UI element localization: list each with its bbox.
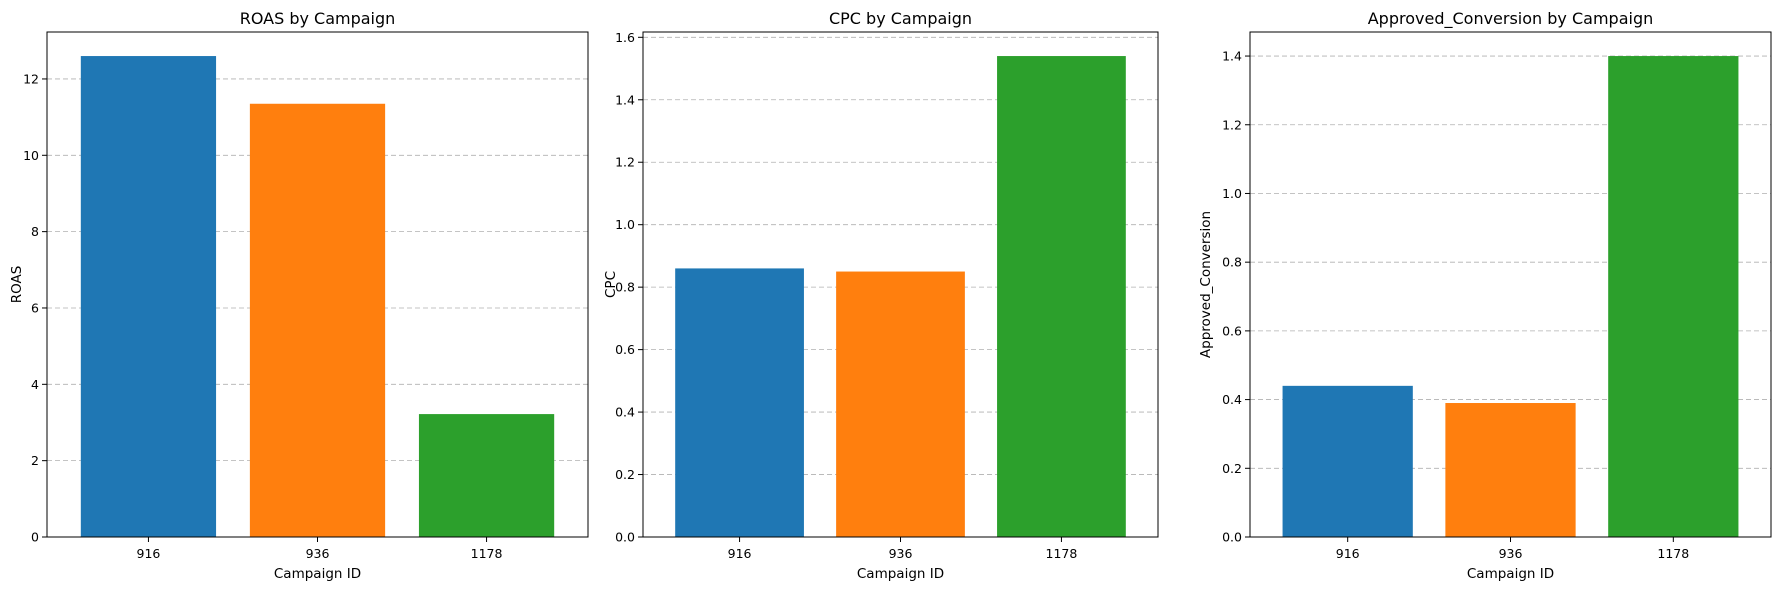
y-tick-label: 0 — [31, 530, 39, 545]
y-tick-label: 6 — [31, 300, 39, 315]
bar — [1445, 403, 1576, 537]
y-tick-label: 0.0 — [615, 530, 635, 545]
x-axis-label: Campaign ID — [274, 566, 361, 582]
y-axis-label: ROAS — [9, 266, 25, 304]
y-tick-label: 0.4 — [615, 405, 635, 420]
x-tick-label: 936 — [306, 546, 330, 561]
y-tick-label: 1.0 — [1222, 186, 1242, 201]
y-axis-label: Approved_Conversion — [1198, 211, 1214, 358]
bar — [418, 414, 555, 537]
bar — [249, 103, 386, 538]
chart-title: CPC by Campaign — [829, 9, 972, 28]
x-axis-label: Campaign ID — [857, 566, 944, 582]
y-tick-label: 8 — [31, 224, 39, 239]
chart-panel: 0.0 0.2 0.4 0.6 0.8 1.0 1.2 1.4 1.6 916 936 1178 CPC… — [603, 9, 1159, 582]
x-tick-label: 936 — [889, 546, 913, 561]
chart-panel: 0.0 0.2 0.4 0.6 0.8 1.0 1.2 1.4 916 936 1178 Approv… — [1198, 9, 1772, 582]
y-tick-label: 1.4 — [615, 92, 635, 107]
x-tick-label: 936 — [1499, 546, 1523, 561]
y-tick-label: 0.6 — [1222, 323, 1242, 338]
y-tick-label: 1.6 — [615, 30, 635, 45]
y-tick-label: 1.0 — [615, 217, 635, 232]
y-tick-label: 0.4 — [1222, 392, 1242, 407]
y-tick-label: 12 — [23, 71, 39, 86]
y-tick-label: 0.6 — [615, 342, 635, 357]
bar — [1608, 56, 1739, 538]
chart-title: ROAS by Campaign — [240, 9, 396, 28]
y-tick-label: 0.8 — [1222, 255, 1242, 270]
bar — [1282, 385, 1413, 537]
x-tick-label: 1178 — [1657, 546, 1689, 561]
y-tick-label: 0.0 — [1222, 530, 1242, 545]
x-tick-label: 916 — [137, 546, 161, 561]
bar — [997, 56, 1126, 538]
chart-panels: 0 2 4 6 8 10 12 916 936 1178 ROAS by Campaign Campa… — [9, 9, 1772, 582]
y-tick-label: 0.2 — [615, 467, 635, 482]
x-tick-label: 1178 — [1046, 546, 1078, 561]
chart-title: Approved_Conversion by Campaign — [1368, 9, 1654, 29]
y-tick-label: 1.2 — [615, 155, 635, 170]
bar — [675, 268, 804, 537]
y-tick-label: 0.8 — [615, 280, 635, 295]
bar — [836, 271, 965, 537]
y-tick-label: 1.4 — [1222, 49, 1242, 64]
y-tick-label: 10 — [23, 148, 39, 163]
bar — [80, 56, 217, 538]
x-tick-label: 916 — [1336, 546, 1360, 561]
x-tick-label: 916 — [728, 546, 752, 561]
y-tick-label: 4 — [31, 377, 39, 392]
x-axis-label: Campaign ID — [1467, 566, 1554, 582]
y-tick-label: 1.2 — [1222, 117, 1242, 132]
y-tick-label: 2 — [31, 453, 39, 468]
y-tick-label: 0.2 — [1222, 461, 1242, 476]
chart-panel: 0 2 4 6 8 10 12 916 936 1178 ROAS by Campaign Campa… — [9, 9, 589, 582]
y-axis-label: CPC — [603, 271, 619, 298]
x-tick-label: 1178 — [471, 546, 503, 561]
